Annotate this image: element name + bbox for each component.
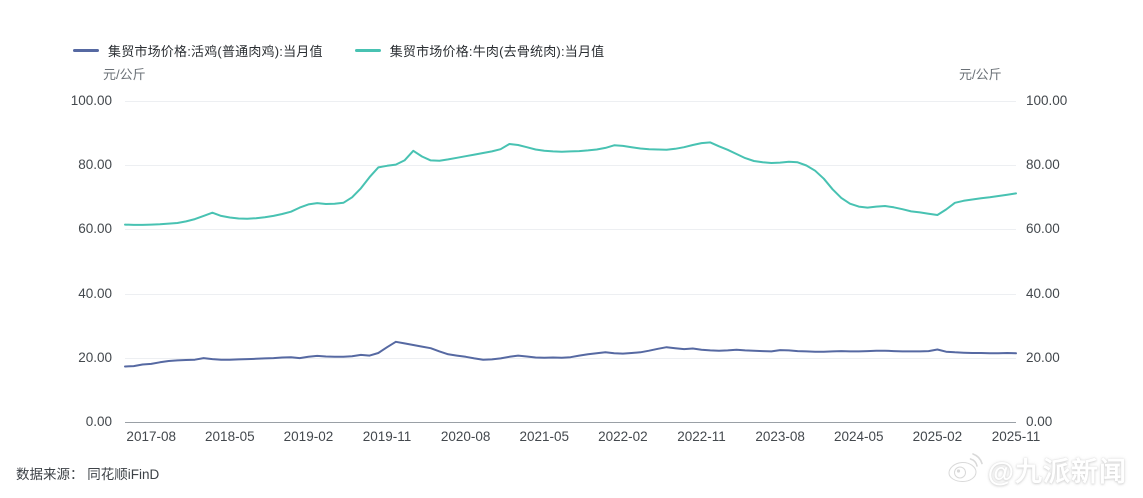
- legend-label-chicken: 集贸市场价格:活鸡(普通肉鸡):当月值: [108, 44, 323, 59]
- x-tick-label: 2025-02: [912, 429, 963, 444]
- beef-series-line: [124, 141, 1017, 226]
- x-tick-label: 2022-11: [677, 429, 726, 444]
- y-tick-label-left: 60.00: [78, 221, 112, 237]
- y-tick-label-left: 80.00: [78, 157, 112, 173]
- y-tick-label-left: 20.00: [78, 349, 112, 365]
- y-tick-label-left: 0.00: [85, 414, 112, 429]
- chicken-line-swatch: [73, 49, 99, 52]
- y-axis-unit-right: 元/公斤: [959, 67, 1002, 82]
- y-axis-unit-left: 元/公斤: [103, 67, 146, 82]
- gridline: [125, 165, 1016, 167]
- x-tick-label: 2020-08: [440, 429, 491, 444]
- x-tick-label: 2023-08: [755, 429, 805, 444]
- y-tick-label-right: 40.00: [1026, 285, 1060, 301]
- x-tick-label: 2018-05: [205, 429, 255, 444]
- watermark-handle: @九派新闻: [987, 457, 1127, 487]
- x-tick-label: 2025-11: [991, 429, 1041, 444]
- x-tick-label: 2019-02: [283, 429, 334, 444]
- legend-item-chicken[interactable]: 集贸市场价格:活鸡(普通肉鸡):当月值: [73, 41, 323, 60]
- y-tick-label-right: 100.00: [1026, 93, 1068, 108]
- legend: 集贸市场价格:活鸡(普通肉鸡):当月值 集贸市场价格:牛肉(去骨统肉):当月值: [73, 41, 604, 60]
- y-tick-label-right: 0.00: [1026, 414, 1053, 429]
- y-tick-label-left: 40.00: [78, 285, 112, 301]
- data-source-note: 数据来源： 同花顺iFinD: [16, 467, 160, 482]
- legend-label-beef: 集贸市场价格:牛肉(去骨统肉):当月值: [389, 44, 605, 59]
- gridline: [125, 357, 1016, 359]
- x-tick-label: 2022-02: [598, 429, 648, 444]
- chicken-series-line: [124, 340, 1017, 368]
- weibo-watermark: @九派新闻: [947, 450, 1127, 489]
- x-tick-label: 2021-05: [519, 429, 570, 444]
- x-tick-label: 2024-05: [833, 429, 884, 444]
- legend-item-beef[interactable]: 集贸市场价格:牛肉(去骨统肉):当月值: [354, 41, 605, 60]
- beef-line-swatch: [354, 49, 381, 52]
- x-tick-label: 2019-11: [362, 429, 412, 444]
- weibo-icon: [947, 452, 983, 488]
- y-tick-label-right: 60.00: [1026, 221, 1060, 237]
- x-tick-label: 2017-08: [126, 429, 176, 444]
- gridline: [125, 293, 1016, 295]
- y-tick-label-right: 20.00: [1026, 349, 1060, 365]
- x-axis-line: [125, 422, 1016, 423]
- gridline: [125, 101, 1016, 102]
- gridline: [125, 229, 1016, 231]
- y-tick-label-left: 100.00: [70, 93, 112, 108]
- y-tick-label-right: 80.00: [1026, 157, 1060, 173]
